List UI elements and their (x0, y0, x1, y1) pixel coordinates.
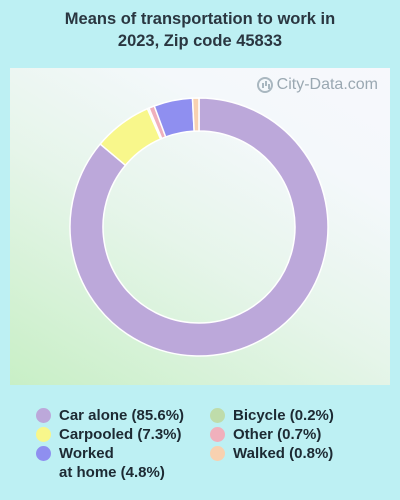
legend-swatch (36, 427, 51, 442)
city-data-logo-icon (256, 77, 273, 93)
legend-swatch (210, 408, 225, 423)
legend-label: Worked at home (4.8%) (59, 445, 165, 481)
legend-label: Walked (0.8%) (233, 445, 334, 462)
legend-item-walked: Walked (0.8%) (210, 444, 333, 463)
legend: Car alone (85.6%) Carpooled (7.3%) Worked a… (0, 400, 400, 490)
watermark-text: City-Data.com (276, 76, 378, 93)
slice-car-alone (69, 97, 329, 357)
chart-title-line-1: Means of transportation to work in (64, 10, 336, 28)
legend-label: Carpooled (7.3%) (59, 426, 182, 443)
legend-item-other: Other (0.7%) (210, 425, 321, 444)
chart-title-line-2: 2023, Zip code 45833 (117, 32, 283, 50)
legend-item-bicycle: Bicycle (0.2%) (210, 406, 334, 425)
legend-swatch (36, 446, 51, 461)
watermark: City-Data.com (256, 76, 378, 94)
legend-swatch (36, 408, 51, 423)
slice-walked (191, 97, 200, 132)
legend-swatch (210, 427, 225, 442)
legend-item-carpooled: Carpooled (7.3%) (36, 425, 182, 444)
legend-item-car-alone: Car alone (85.6%) (36, 406, 184, 425)
legend-label: Car alone (85.6%) (59, 407, 185, 424)
legend-item-worked-at-home: Worked at home (4.8%) (36, 444, 165, 482)
legend-label: Other (0.7%) (233, 426, 322, 443)
legend-label: Bicycle (0.2%) (233, 407, 334, 424)
chart-title: Means of transportation to work in 2023,… (0, 8, 400, 52)
legend-swatch (210, 446, 225, 461)
